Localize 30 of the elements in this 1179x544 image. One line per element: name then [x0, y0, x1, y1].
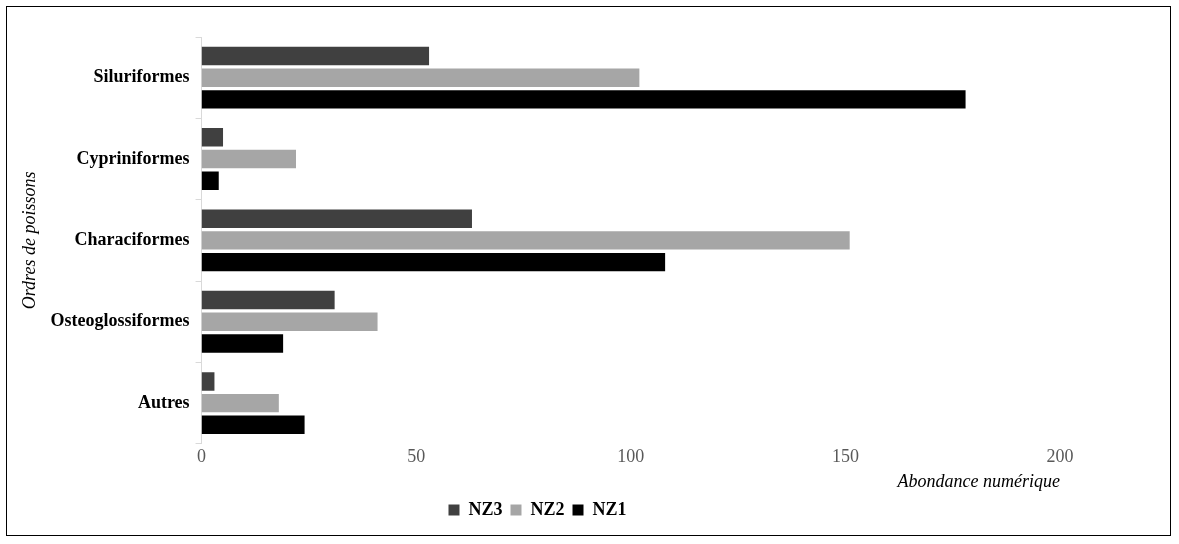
bar: [201, 171, 219, 190]
x-axis-title: Abondance numérique: [896, 470, 1060, 491]
bar: [201, 68, 640, 87]
x-tick-label: 200: [1046, 446, 1074, 467]
x-tick-label: 50: [407, 446, 426, 467]
bar: [201, 128, 224, 147]
x-tick-label: 0: [197, 446, 207, 467]
bar: [201, 334, 284, 353]
bar: [201, 372, 215, 391]
legend-label: NZ2: [530, 498, 565, 519]
bar: [201, 209, 472, 228]
y-tick-label: Characiformes: [74, 229, 190, 250]
y-tick-label: Autres: [137, 391, 190, 412]
y-tick-label: Siluriformes: [93, 66, 190, 87]
y-tick-label: Cypriniformes: [76, 147, 190, 168]
y-axis-title: Ordres de poissons: [18, 171, 39, 310]
bar: [201, 149, 296, 169]
legend-label: NZ1: [592, 498, 627, 519]
bar: [201, 90, 966, 109]
bar: [201, 231, 850, 250]
bar: [201, 46, 430, 66]
bar: [201, 252, 666, 272]
x-tick-label: 100: [617, 446, 645, 467]
x-tick-label: 150: [831, 446, 859, 467]
y-tick-label: Osteoglossiformes: [50, 310, 190, 331]
bar: [201, 290, 335, 310]
legend-label: NZ3: [468, 498, 503, 519]
bar: [201, 312, 378, 331]
bar: [201, 415, 305, 435]
bar: [201, 393, 279, 413]
